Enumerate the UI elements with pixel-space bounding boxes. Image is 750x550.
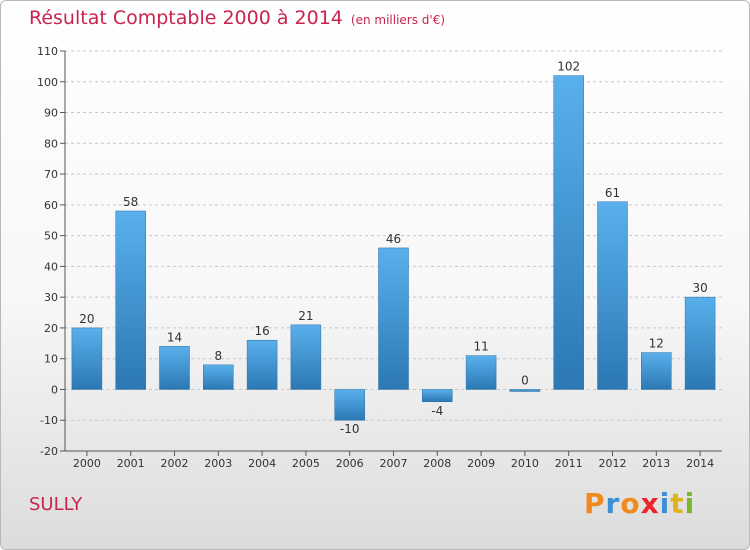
data-label-2004: 16 [254, 324, 269, 338]
logo-letter: P [584, 487, 606, 520]
x-tick-label: 2011 [555, 457, 583, 470]
bar-2011 [553, 75, 584, 390]
data-label-2009: 11 [473, 340, 488, 354]
bar-2006 [334, 389, 365, 421]
data-label-2006: -10 [340, 422, 360, 436]
data-label-2008: -4 [431, 404, 443, 418]
bars [71, 75, 716, 421]
x-tick-label: 2007 [380, 457, 408, 470]
data-label-2002: 14 [167, 330, 182, 344]
x-tick-label: 2001 [117, 457, 145, 470]
logo-letter: o [620, 487, 641, 520]
y-tick-label: 60 [44, 199, 58, 212]
bar-2014 [684, 296, 716, 390]
bar-2012 [597, 201, 628, 390]
bar-2002 [159, 346, 190, 390]
data-labels: 20 58 14 8 16 21 -10 46 -4 11 0 102 61 12 30 [79, 60, 707, 437]
logo-letter: r [605, 487, 621, 520]
y-tick-label: 40 [44, 260, 58, 273]
y-tick-label: -10 [40, 414, 58, 427]
bar-2001 [115, 210, 146, 390]
x-tick-label: 2009 [467, 457, 495, 470]
data-label-2005: 21 [298, 309, 313, 323]
proxiti-logo[interactable]: Proxiti [584, 487, 695, 520]
x-tick-label: 2010 [511, 457, 539, 470]
y-tick-label: 90 [44, 107, 58, 120]
y-tick-label: 10 [44, 353, 58, 366]
data-label-2014: 30 [692, 281, 707, 295]
data-label-2003: 8 [214, 349, 222, 363]
logo-letter: i [684, 487, 696, 520]
x-tick-label: 2005 [292, 457, 320, 470]
bar-2013 [641, 352, 672, 390]
y-tick-label: 0 [51, 383, 58, 396]
data-label-2013: 12 [649, 337, 664, 351]
y-tick-label: 30 [44, 291, 58, 304]
bar-2003 [203, 364, 234, 390]
bar-2008 [422, 389, 453, 403]
y-tick-label: 70 [44, 168, 58, 181]
bar-2010 [509, 389, 541, 392]
bar-2004 [246, 339, 278, 390]
commune-name: SULLY [29, 494, 83, 515]
chart-subtitle: (en milliers d'€) [350, 13, 446, 27]
bar-2000 [71, 327, 103, 390]
y-tick-label: 110 [37, 45, 58, 58]
y-tick-label: -20 [40, 445, 58, 458]
data-label-2000: 20 [79, 312, 94, 326]
data-label-2011: 102 [557, 60, 580, 74]
x-tick-label: 2000 [73, 457, 101, 470]
x-tick-label: 2013 [642, 457, 670, 470]
bar-2009 [465, 355, 497, 390]
y-tick-label: 50 [44, 230, 58, 243]
data-label-2012: 61 [605, 186, 620, 200]
data-label-2007: 46 [386, 232, 401, 246]
data-label-2001: 58 [123, 195, 138, 209]
chart-title-text: Résultat Comptable 2000 à 2014 [29, 7, 343, 29]
x-tick-label: 2006 [336, 457, 364, 470]
x-tick-label: 2004 [248, 457, 276, 470]
chart-title: Résultat Comptable 2000 à 2014 (en millie… [29, 7, 445, 29]
logo-letter: i [659, 487, 671, 520]
y-tick-label: 80 [44, 137, 58, 150]
data-label-2010: 0 [521, 373, 529, 387]
bar-2005 [290, 324, 322, 390]
x-tick-label: 2012 [599, 457, 627, 470]
logo-letter: t [670, 487, 685, 520]
logo-letter: x [640, 487, 660, 520]
x-tick-label: 2008 [423, 457, 451, 470]
x-tick-label: 2003 [204, 457, 232, 470]
x-tick-label: 2002 [161, 457, 189, 470]
x-tick-label: 2014 [686, 457, 714, 470]
bar-2007 [378, 247, 409, 390]
y-tick-label: 20 [44, 322, 58, 335]
y-tick-label: 100 [37, 76, 58, 89]
